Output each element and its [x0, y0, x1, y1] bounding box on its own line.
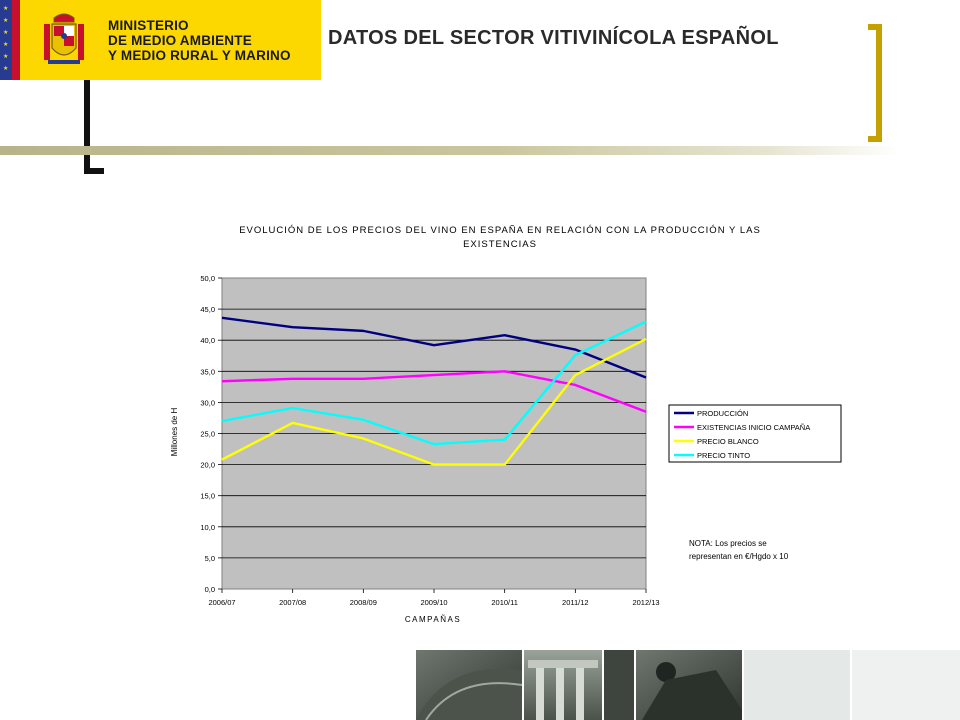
x-tick-label: 2010/11	[491, 598, 518, 607]
ministry-line-2: DE MEDIO AMBIENTE	[108, 33, 252, 48]
chart-title-line-2: EXISTENCIAS	[463, 239, 537, 250]
decorative-photo-strip	[416, 650, 960, 720]
chart-note-line-2: representan en €/Hgdo x 10	[689, 552, 789, 561]
y-tick-label: 35,0	[200, 367, 215, 376]
ministry-line-1: MINISTERIO	[108, 18, 189, 33]
legend-label: PRECIO BLANCO	[697, 437, 759, 446]
chart-legend: PRODUCCIÓN EXISTENCIAS INICIO CAMPAÑA PREC…	[668, 404, 842, 463]
chart-title-line-1: EVOLUCIÓN DE LOS PRECIOS DEL VINO EN ESP…	[239, 225, 761, 236]
y-tick-label: 20,0	[200, 461, 215, 470]
y-tick-label: 30,0	[200, 398, 215, 407]
y-tick-label: 50,0	[200, 274, 215, 283]
x-tick-label: 2011/12	[562, 598, 589, 607]
grid-lines	[222, 308, 646, 559]
series-line-4	[221, 320, 647, 446]
x-axis-ticks: 2006/07 2007/08 2008/09 2009/10 2010/11 2011/…	[208, 589, 660, 607]
legend-label: PRECIO TINTO	[697, 451, 750, 460]
y-tick-label: 10,0	[200, 523, 215, 532]
coat-of-arms-icon	[44, 13, 84, 64]
x-tick-label: 2008/09	[350, 598, 377, 607]
x-tick-label: 2006/07	[208, 598, 235, 607]
series-line-3	[221, 337, 647, 466]
x-tick-label: 2012/13	[632, 598, 659, 607]
header-divider	[0, 146, 900, 155]
right-bracket-decoration	[868, 24, 882, 142]
legend-label: EXISTENCIAS INICIO CAMPAÑA	[697, 423, 810, 432]
y-tick-label: 15,0	[200, 492, 215, 501]
y-tick-label: 5,0	[205, 554, 215, 563]
x-tick-label: 2007/08	[279, 598, 306, 607]
y-axis-ticks: 0,0 5,0 10,0 15,0 20,0 25,0 30,0 35,0 40,0 45,0 50…	[200, 274, 222, 594]
y-tick-label: 25,0	[200, 430, 215, 439]
ministry-line-3: Y MEDIO RURAL Y MARINO	[108, 48, 291, 63]
y-tick-label: 40,0	[200, 336, 215, 345]
series-line-2	[221, 370, 647, 413]
wine-prices-chart: EVOLUCIÓN DE LOS PRECIOS DEL VINO EN ESP…	[170, 225, 842, 624]
page-title: DATOS DEL SECTOR VITIVINÍCOLA ESPAÑOL	[328, 27, 779, 49]
ministry-logo: ★ ★ ★ ★ ★ ★ MINISTERIO DE MEDIO AMBIENTE…	[0, 0, 321, 80]
series-lines	[221, 316, 647, 466]
ministry-name: MINISTERIO DE MEDIO AMBIENTE Y MEDIO RUR…	[108, 18, 291, 63]
x-tick-label: 2009/10	[420, 598, 447, 607]
legend-label: PRODUCCIÓN	[697, 409, 748, 418]
y-axis-label: Millones de H	[170, 408, 179, 457]
left-bracket-decoration	[84, 80, 104, 174]
x-axis-label: CAMPAÑAS	[405, 615, 461, 624]
series-line-1	[221, 316, 647, 379]
chart-note-line-1: NOTA: Los precios se	[689, 539, 767, 548]
y-tick-label: 45,0	[200, 305, 215, 314]
eu-flag-strip: ★ ★ ★ ★ ★ ★	[0, 0, 20, 80]
y-tick-label: 0,0	[205, 585, 215, 594]
